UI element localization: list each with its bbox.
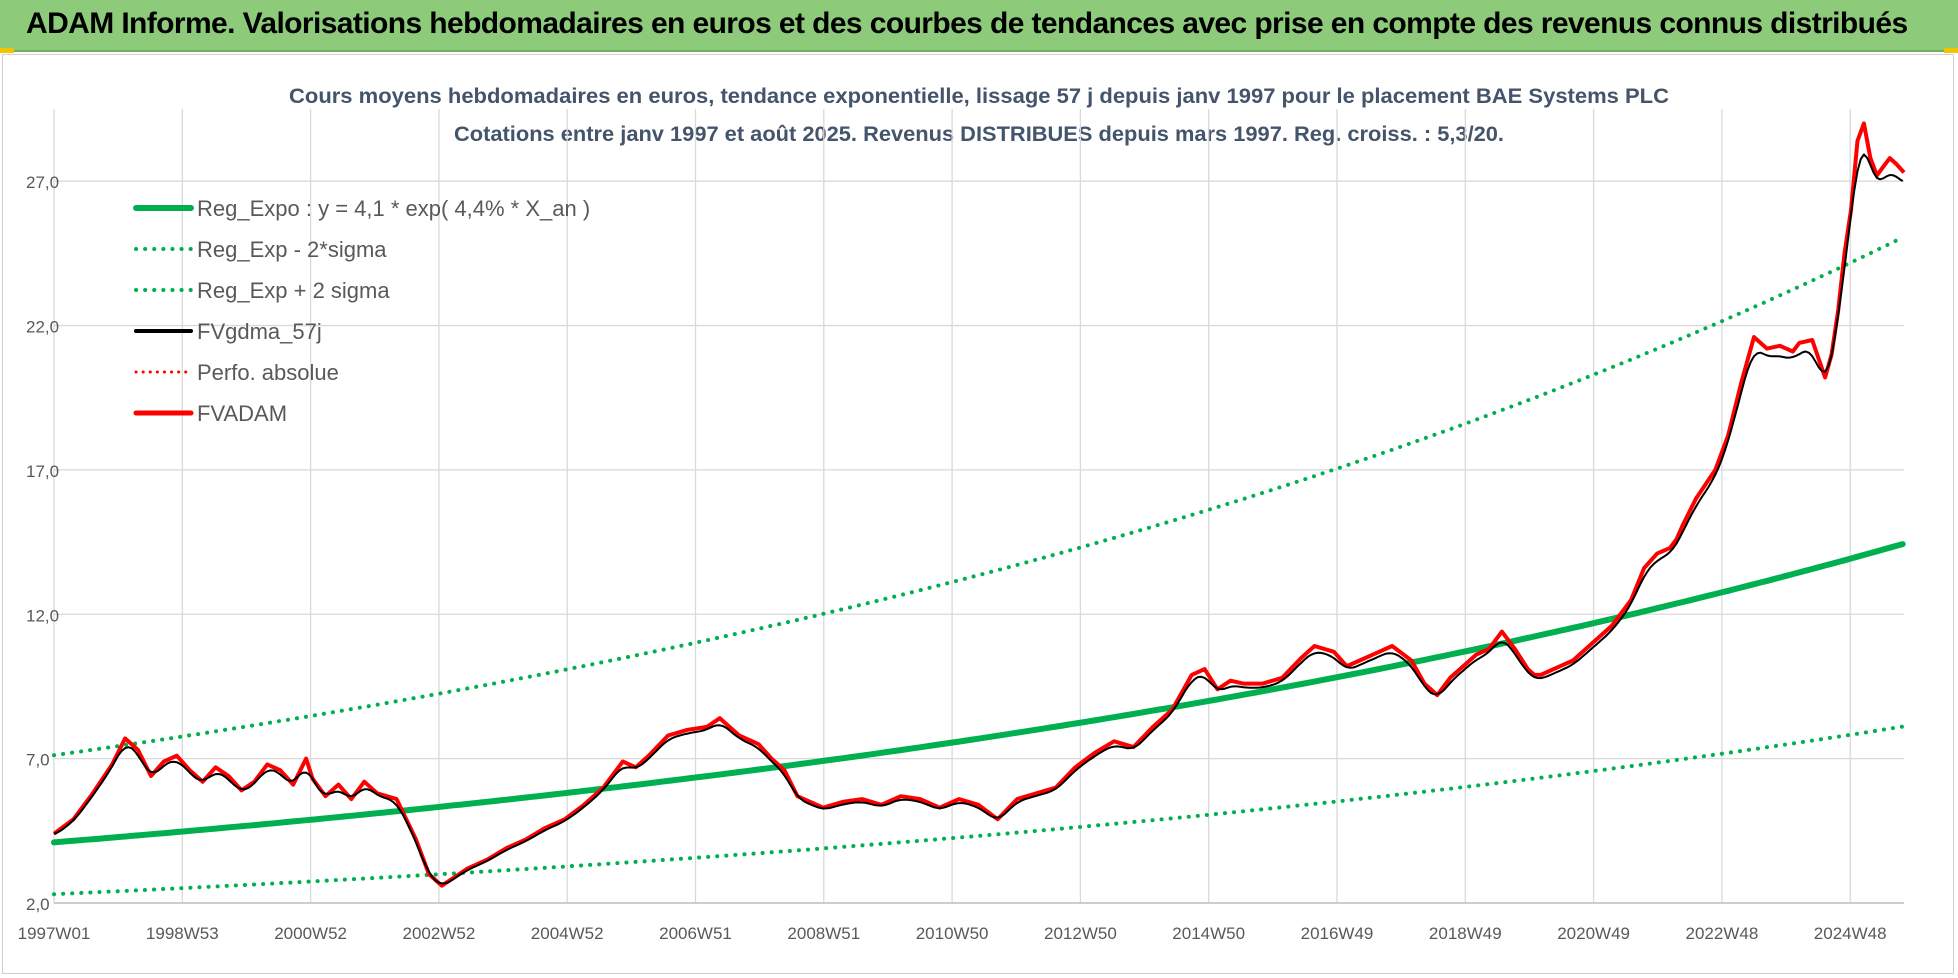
x-tick-label: 2022W48 [1686, 924, 1759, 943]
x-tick-label: 1998W53 [146, 924, 219, 943]
x-tick-label: 2006W51 [659, 924, 732, 943]
x-tick-label: 2014W50 [1172, 924, 1245, 943]
x-tick-label: 2000W52 [274, 924, 347, 943]
x-tick-label: 2012W50 [1044, 924, 1117, 943]
x-tick-label: 2004W52 [531, 924, 604, 943]
legend-label: Reg_Exp + 2 sigma [197, 278, 390, 303]
series-line-fvgdma-57j [53, 153, 1904, 885]
corner-mark-left [0, 48, 14, 53]
legend-label: Reg_Exp - 2*sigma [197, 237, 387, 262]
y-tick-label: 17,0 [26, 462, 59, 481]
page-title: ADAM Informe. Valorisations hebdomadaire… [26, 7, 1908, 40]
x-tick-label: 2002W52 [403, 924, 476, 943]
x-tick-label: 2010W50 [916, 924, 989, 943]
x-tick-label: 2018W49 [1429, 924, 1502, 943]
x-tick-label: 2024W48 [1814, 924, 1887, 943]
legend-label: Reg_Expo : y = 4,1 * exp( 4,4% * X_an ) [197, 196, 590, 221]
chart-frame [2, 54, 1954, 974]
title-banner: ADAM Informe. Valorisations hebdomadaire… [0, 0, 1958, 52]
series-line-reg-plus-2sigma [52, 235, 1905, 758]
chart-subtitle: Cotations entre janv 1997 et août 2025. … [454, 123, 1504, 146]
series-line-reg-minus-2sigma [52, 724, 1905, 897]
x-tick-label: 2008W51 [787, 924, 860, 943]
corner-mark-right [1944, 48, 1958, 53]
legend-label: FVgdma_57j [197, 319, 322, 344]
legend-label: Perfo. absolue [197, 360, 339, 385]
series-line-fvadam [52, 121, 1906, 888]
series-line-reg-expo [51, 541, 1906, 846]
x-tick-label: 2020W49 [1557, 924, 1630, 943]
y-tick-label: 2,0 [26, 895, 50, 914]
y-tick-label: 12,0 [26, 606, 59, 625]
y-tick-label: 7,0 [26, 751, 50, 770]
x-tick-label: 2016W49 [1301, 924, 1374, 943]
chart-title: Cours moyens hebdomadaires en euros, ten… [289, 85, 1669, 108]
legend-label: FVADAM [197, 401, 287, 426]
y-tick-label: 22,0 [26, 318, 59, 337]
y-tick-label: 27,0 [26, 173, 59, 192]
x-tick-label: 1997W01 [18, 924, 91, 943]
